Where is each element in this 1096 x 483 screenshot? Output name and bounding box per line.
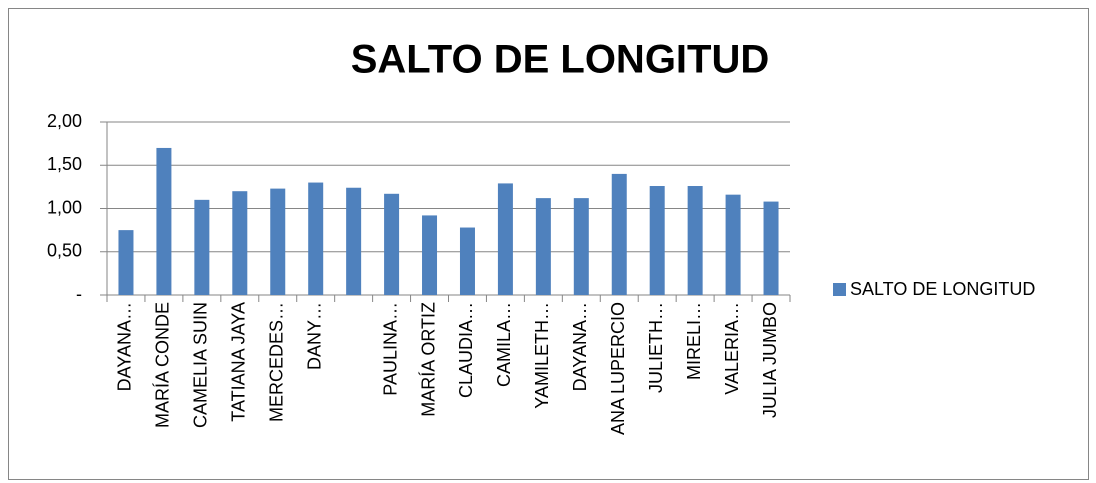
x-tick-label: CAMILA… (494, 302, 514, 387)
x-tick-label: JULIETH… (646, 302, 666, 393)
bar (270, 188, 286, 295)
x-tick-label: VALERIA… (722, 302, 742, 395)
x-tick-label: MIRELI… (684, 302, 704, 380)
bar (459, 227, 475, 295)
x-tick-label: CAMELIA SUIN (191, 302, 211, 428)
legend-label: SALTO DE LONGITUD (850, 279, 1035, 299)
bar (573, 198, 589, 295)
x-tick-label: DANY… (304, 302, 324, 370)
bar (497, 183, 513, 295)
y-tick-label: 1,00 (47, 197, 82, 217)
bar (118, 230, 134, 295)
y-tick-label: 1,50 (47, 154, 82, 174)
x-tick-label: YAMILETH… (532, 302, 552, 409)
bar (725, 194, 741, 295)
bar (232, 191, 248, 295)
bar (194, 199, 210, 295)
x-tick-label: CLAUDIA… (456, 302, 476, 398)
chart-title: SALTO DE LONGITUD (351, 38, 770, 82)
x-tick-label: ANA LUPERCIO (608, 302, 628, 435)
y-tick-label: 2,00 (47, 111, 82, 131)
x-tick-label: MARÍA CONDE (153, 302, 173, 428)
bar (687, 186, 703, 295)
x-tick-label: PAULINA… (380, 302, 400, 396)
y-tick-label: - (76, 284, 82, 304)
x-tick-label: TATIANA JAYA (229, 302, 249, 422)
legend-swatch (833, 283, 846, 296)
x-tick-label: MARÍA ORTIZ (418, 302, 438, 417)
bar (156, 147, 172, 295)
bar (649, 186, 665, 295)
bar (384, 193, 400, 295)
bar (763, 201, 779, 295)
x-tick-label: DAYANA… (115, 302, 135, 391)
x-tick-label: DAYANA… (570, 302, 590, 391)
bar (422, 215, 438, 295)
bar (346, 187, 362, 295)
x-tick-label: MERCEDES… (267, 302, 287, 422)
bar (308, 182, 324, 295)
y-tick-label: 0,50 (47, 241, 82, 261)
bar (535, 198, 551, 295)
bar (611, 173, 627, 295)
x-tick-label: JULIA JUMBO (760, 302, 780, 418)
